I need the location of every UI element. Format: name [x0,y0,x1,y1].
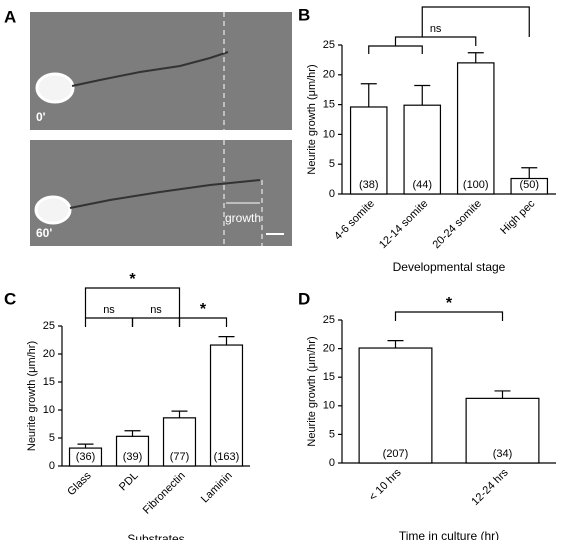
x-tick-label: Fibronectin [141,470,188,517]
n-label: (39) [123,451,143,463]
y-tick-label: 5 [49,432,55,444]
n-label: (34) [493,448,513,460]
n-label: (207) [383,448,409,460]
error-bar [171,410,188,418]
micrograph [30,140,292,246]
significance-bracket [368,36,477,54]
bar [115,435,150,467]
y-tick-label: 0 [329,457,335,469]
bar [465,397,540,464]
panel-a: A 0' growth 60' [4,7,292,246]
neurite [69,179,261,209]
x-tick-label: PDL [117,470,141,494]
significance-bracket [84,317,134,327]
bar [209,344,244,467]
x-axis-label: Developmental stage [393,260,506,274]
error-bar [467,52,484,63]
x-tick-label: High pec [498,197,538,237]
y-tick-label: 0 [49,460,55,472]
n-label: (77) [170,451,190,463]
x-tick-label: 4-6 somite [332,198,377,243]
x-tick-label: 12-14 somite [377,198,430,251]
panel-label: C [4,289,16,308]
error-bar [218,336,235,346]
significance-bracket [131,317,181,327]
bar [162,417,197,467]
time-label: 0' [36,110,46,124]
micrograph [30,12,292,130]
time-label: 60' [36,226,52,240]
y-axis-label: Neurite growth (μm/hr) [306,336,318,446]
y-tick-label: 15 [323,99,335,111]
soma [34,195,72,225]
y-tick-label: 15 [323,371,335,383]
neurite [71,51,229,87]
x-tick-label: Glass [65,469,94,498]
bar [349,106,388,195]
significance-label: * [200,301,207,318]
panel-label: D [298,289,310,308]
y-tick-label: 5 [329,158,335,170]
panel-label: A [4,7,16,26]
significance-label: * [446,295,453,312]
error-bar [77,443,94,449]
error-bar [521,167,538,179]
significance-bracket [178,317,228,327]
n-label: (163) [214,451,240,463]
significance-label: * [473,0,480,7]
x-axis-label: Substrates [127,532,184,540]
soma [35,72,75,104]
y-tick-label: 0 [329,188,335,200]
y-tick-label: 20 [323,343,335,355]
error-bar [414,84,431,106]
y-tick-label: 15 [43,376,55,388]
error-bar [387,339,404,349]
error-bar [494,390,511,399]
y-tick-label: 5 [329,428,335,440]
panel-label: B [298,5,310,24]
y-axis-label: Neurite growth (μm/hr) [26,341,38,451]
n-label: (50) [519,179,539,191]
significance-label: ns [430,23,442,35]
n-label: (38) [359,179,379,191]
x-tick-label: 20-24 somite [430,198,483,251]
n-label: (36) [76,451,96,463]
y-tick-label: 20 [43,348,55,360]
y-tick-label: 10 [323,400,335,412]
x-tick-label: Laminin [199,470,235,506]
y-tick-label: 10 [43,404,55,416]
significance-label: * [129,271,136,288]
y-tick-label: 25 [323,39,335,51]
significance-label: ns [103,304,115,316]
y-tick-label: 20 [323,69,335,81]
x-axis-label: Time in culture (hr) [399,529,499,540]
y-tick-label: 10 [323,128,335,140]
growth-label: growth [225,211,261,225]
bar [358,347,433,464]
n-label: (100) [463,179,489,191]
significance-bracket [84,287,181,318]
y-tick-label: 25 [323,314,335,326]
y-axis-label: Neurite growth (μm/hr) [306,64,318,174]
significance-bracket [421,6,530,37]
x-tick-label: < 10 hrs [367,466,404,503]
y-tick-label: 25 [43,320,55,332]
significance-bracket [394,311,504,321]
n-label: (44) [412,179,432,191]
error-bar [124,430,141,437]
significance-label: ns [150,304,162,316]
x-tick-label: 12-24 hrs [469,466,511,508]
error-bar [360,83,377,107]
bar [456,62,495,195]
